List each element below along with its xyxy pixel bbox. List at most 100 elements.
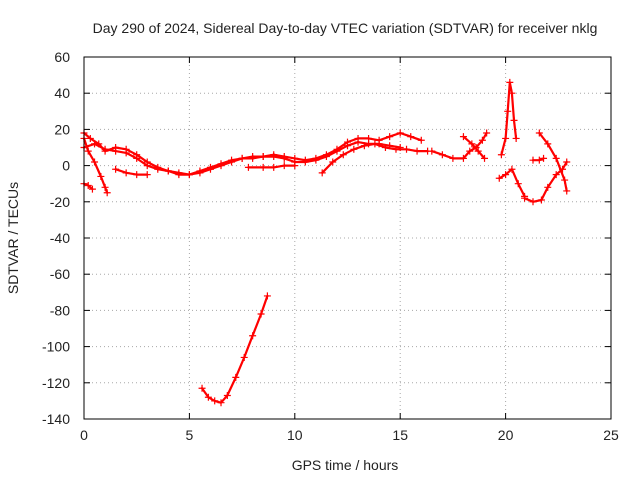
data-series bbox=[80, 78, 571, 407]
y-tick-label: 20 bbox=[54, 121, 70, 137]
data-point bbox=[514, 180, 522, 188]
data-point bbox=[322, 151, 330, 159]
data-point bbox=[478, 136, 486, 144]
x-tick-label: 5 bbox=[186, 427, 194, 443]
data-point bbox=[371, 140, 379, 148]
data-point bbox=[280, 153, 288, 161]
x-tick-label: 20 bbox=[498, 427, 514, 443]
data-point bbox=[474, 147, 482, 155]
data-point bbox=[291, 162, 299, 170]
y-tick-label: -40 bbox=[50, 230, 70, 246]
series-arc-spike bbox=[497, 78, 520, 159]
y-tick-label: 60 bbox=[54, 49, 70, 65]
data-point bbox=[211, 397, 219, 405]
data-point bbox=[459, 154, 467, 162]
data-point bbox=[502, 134, 510, 142]
data-point bbox=[481, 154, 489, 162]
data-point bbox=[228, 158, 236, 166]
y-tick-label: 0 bbox=[62, 158, 70, 174]
data-point bbox=[552, 171, 560, 179]
data-point bbox=[386, 133, 394, 141]
data-point bbox=[466, 147, 474, 155]
data-point bbox=[339, 151, 347, 159]
x-tick-label: 0 bbox=[80, 427, 88, 443]
data-point bbox=[449, 154, 457, 162]
series-arc-21 bbox=[521, 158, 571, 206]
data-point bbox=[563, 187, 571, 195]
data-point bbox=[537, 196, 545, 204]
data-point bbox=[101, 183, 109, 191]
series-line bbox=[114, 168, 149, 176]
data-point bbox=[508, 165, 516, 173]
grid bbox=[84, 57, 611, 419]
data-point bbox=[360, 142, 368, 150]
data-point bbox=[428, 147, 436, 155]
series-arc-dip bbox=[198, 292, 271, 407]
data-point bbox=[468, 140, 476, 148]
data-point bbox=[259, 163, 267, 171]
data-point bbox=[122, 169, 130, 177]
y-tick-label: -120 bbox=[42, 375, 70, 391]
data-point bbox=[333, 145, 341, 153]
y-tick-label: -80 bbox=[50, 302, 70, 318]
data-point bbox=[510, 116, 518, 124]
data-point bbox=[413, 147, 421, 155]
data-point bbox=[365, 134, 373, 142]
data-point bbox=[280, 162, 288, 170]
data-point bbox=[238, 154, 246, 162]
series-line bbox=[538, 131, 568, 192]
data-point bbox=[535, 156, 543, 164]
data-point bbox=[403, 145, 411, 153]
data-point bbox=[417, 136, 425, 144]
data-point bbox=[143, 162, 151, 170]
series-line bbox=[498, 168, 526, 198]
data-point bbox=[544, 140, 552, 148]
data-point bbox=[257, 310, 265, 318]
data-point bbox=[84, 147, 92, 155]
data-point bbox=[350, 145, 358, 153]
plot-frame bbox=[83, 56, 612, 420]
data-point bbox=[122, 149, 130, 157]
data-point bbox=[535, 129, 543, 137]
data-point bbox=[196, 169, 204, 177]
data-point bbox=[112, 165, 120, 173]
series-arc-22b bbox=[529, 154, 548, 164]
series-arc-18 bbox=[459, 133, 489, 162]
data-point bbox=[240, 353, 248, 361]
data-point bbox=[232, 373, 240, 381]
series-line bbox=[200, 294, 269, 404]
y-tick-label: -140 bbox=[42, 411, 70, 427]
data-point bbox=[249, 153, 257, 161]
chart-title: Day 290 of 2024, Sidereal Day-to-day VTE… bbox=[93, 20, 598, 36]
x-tick-label: 10 bbox=[287, 427, 303, 443]
data-point bbox=[97, 172, 105, 180]
data-point bbox=[259, 153, 267, 161]
data-point bbox=[244, 163, 252, 171]
data-point bbox=[407, 133, 415, 141]
data-point bbox=[86, 134, 94, 142]
data-point bbox=[301, 156, 309, 164]
x-axis-label: GPS time / hours bbox=[292, 457, 399, 473]
data-point bbox=[540, 154, 548, 162]
data-point bbox=[312, 154, 320, 162]
data-point bbox=[206, 165, 214, 173]
data-point bbox=[223, 391, 231, 399]
data-point bbox=[344, 138, 351, 146]
data-point bbox=[381, 144, 389, 151]
data-point bbox=[375, 136, 383, 144]
data-point bbox=[529, 156, 537, 164]
data-point bbox=[88, 185, 96, 193]
y-tick-label: 40 bbox=[54, 85, 70, 101]
data-point bbox=[291, 154, 299, 162]
x-tick-label: 25 bbox=[603, 427, 619, 443]
series-arc-22 bbox=[535, 129, 571, 195]
data-point bbox=[204, 393, 212, 401]
data-point bbox=[101, 145, 109, 153]
data-point bbox=[563, 158, 571, 166]
data-point bbox=[270, 151, 278, 159]
data-point bbox=[133, 154, 141, 162]
data-point bbox=[396, 129, 404, 137]
data-point bbox=[217, 162, 225, 170]
data-point bbox=[263, 292, 271, 300]
